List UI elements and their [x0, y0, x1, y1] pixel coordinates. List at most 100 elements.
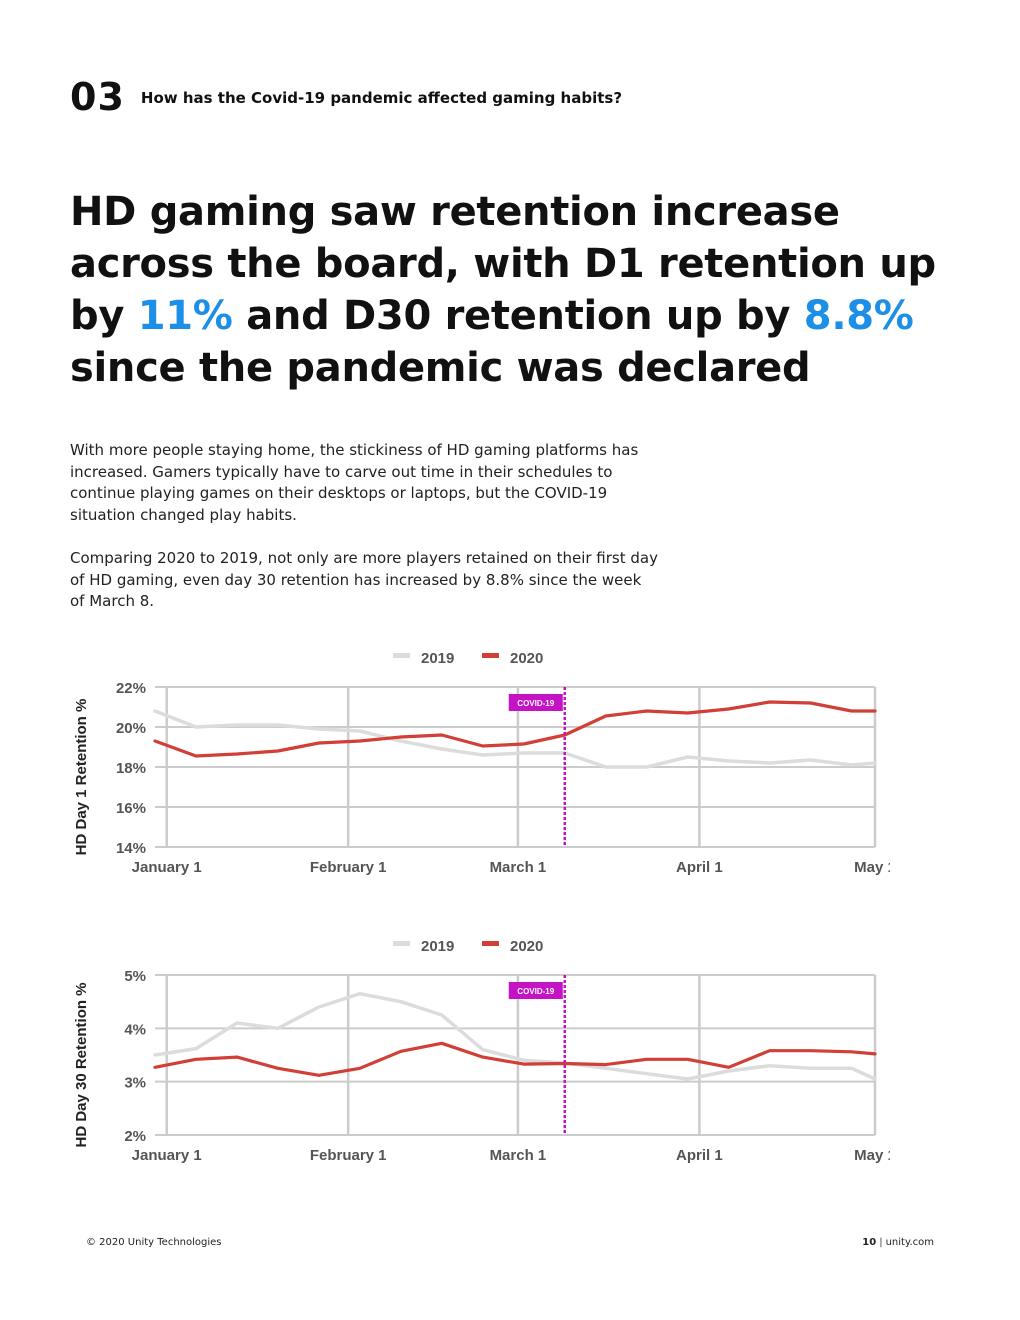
chart2-point-2020 [645, 1058, 648, 1061]
headline-part3: since the pandemic was declared [70, 345, 811, 391]
chart1-point-2019 [850, 764, 853, 766]
chart1-y-tick-label: 18% [116, 760, 146, 777]
chart1-point-2019 [277, 724, 279, 726]
chart1-point-2020 [359, 740, 361, 742]
chart1-y-axis-label: HD Day 1 Retention % [73, 699, 90, 856]
chart1-y-tick-label: 14% [116, 840, 146, 857]
chart1-y-tick-label: 20% [116, 720, 146, 737]
chart2-legend: 2019 2020 [393, 938, 543, 955]
chart2-point-2020 [604, 1063, 607, 1066]
chart1-series-line-2019 [153, 709, 877, 769]
chart2-point-2019 [195, 1047, 197, 1050]
footer-separator: | [879, 1237, 883, 1248]
chart1-point-2019 [400, 740, 402, 742]
chart2-point-2019 [874, 1078, 876, 1080]
chart2-point-2020 [874, 1053, 876, 1055]
headline-accent-d1: 11% [137, 293, 233, 339]
chart1-point-2020 [874, 710, 876, 712]
chart2-point-2020 [441, 1042, 443, 1045]
section-header: 03 How has the Covid-19 pandemic affecte… [70, 72, 622, 122]
chart1-legend: 2019 2020 [393, 650, 543, 667]
chart1-covid-marker-label: COVID-19 [517, 699, 554, 708]
chart-day1-retention: 2019 2020 14% 16% 18% 20% 22% January 1 February… [60, 640, 890, 885]
chart-day1-svg: 2019 2020 14% 16% 18% 20% 22% January 1 February… [73, 650, 890, 876]
chart1-y-tick-label: 16% [116, 800, 146, 817]
chart2-point-2019 [523, 1059, 525, 1062]
headline: HD gaming saw retention increase across … [70, 186, 950, 394]
chart1-legend-label-2020: 2020 [510, 650, 543, 667]
headline-accent-d30: 8.8% [803, 293, 914, 339]
chart2-point-2019 [727, 1070, 730, 1072]
chart1-legend-label-2019: 2019 [421, 650, 454, 667]
chart1-point-2019 [318, 728, 320, 730]
chart1-point-2019 [809, 759, 812, 761]
chart1-point-2020 [400, 736, 402, 738]
chart1-point-2019 [359, 730, 361, 732]
chart2-x-tick-label: May 1 [854, 1147, 890, 1164]
chart1-point-2020 [277, 750, 279, 752]
chart2-point-2020 [850, 1051, 853, 1053]
chart2-point-2020 [195, 1058, 197, 1061]
chart1-point-2019 [768, 762, 771, 764]
chart1-point-2020 [850, 710, 853, 712]
chart2-point-2020 [727, 1066, 730, 1069]
chart1-point-2020 [809, 702, 812, 704]
chart1-point-2020 [236, 753, 238, 755]
chart2-point-2020 [686, 1058, 689, 1061]
chart2-x-tick-label: January 1 [132, 1147, 202, 1164]
chart2-x-tick-label: April 1 [676, 1147, 723, 1164]
footer-right: 10 | unity.com [862, 1237, 934, 1248]
chart1-point-2019 [523, 752, 525, 754]
chart2-x-tick-label: February 1 [310, 1147, 387, 1164]
section-title: How has the Covid-19 pandemic affected g… [140, 89, 623, 107]
chart2-covid-marker-badge [508, 982, 563, 999]
chart1-point-2019 [604, 766, 607, 768]
footer-copyright: © 2020 Unity Technologies [86, 1237, 222, 1248]
chart1-point-2019 [645, 766, 648, 768]
chart1-x-tick-label: April 1 [676, 859, 723, 876]
chart1-point-2019 [874, 762, 876, 764]
chart1-point-2020 [154, 740, 156, 742]
chart1-x-tick-label: February 1 [310, 859, 387, 876]
chart1-point-2020 [686, 712, 689, 714]
chart2-legend-label-2020: 2020 [510, 938, 543, 955]
chart1-point-2019 [154, 710, 156, 712]
chart-day30-retention: 2019 2020 2% 3% 4% 5% January 1 February 1 March… [60, 928, 890, 1173]
chart2-y-tick-label: 2% [124, 1128, 146, 1145]
chart2-point-2019 [686, 1078, 689, 1080]
footer-site-link[interactable]: unity.com [885, 1237, 934, 1248]
chart2-point-2019 [482, 1048, 484, 1051]
chart1-y-tick-label: 22% [116, 680, 146, 697]
chart1-point-2020 [441, 734, 443, 736]
chart1-point-2020 [604, 715, 607, 717]
chart2-y-tick-label: 5% [124, 968, 146, 985]
chart1-point-2020 [523, 743, 525, 745]
chart2-point-2020 [318, 1074, 320, 1077]
chart1-point-2019 [236, 724, 238, 726]
chart2-series-line-2019 [153, 991, 877, 1081]
chart2-point-2020 [359, 1067, 361, 1070]
body-paragraph-1: With more people staying home, the stick… [70, 441, 639, 524]
chart1-legend-swatch-2019 [393, 653, 410, 658]
chart2-point-2019 [154, 1054, 156, 1056]
chart2-point-2019 [318, 1006, 320, 1008]
headline-part1: HD gaming saw retention increase across … [70, 189, 936, 339]
body-text: With more people staying home, the stick… [70, 440, 660, 635]
chart2-point-2020 [768, 1049, 771, 1052]
chart2-point-2019 [236, 1022, 238, 1024]
chart2-point-2020 [236, 1056, 238, 1058]
chart2-x-tick-label: March 1 [490, 1147, 547, 1164]
chart1-point-2019 [195, 726, 197, 728]
chart1-point-2020 [195, 755, 197, 757]
chart2-covid-marker-label: COVID-19 [517, 987, 554, 996]
chart1-point-2019 [686, 756, 689, 758]
headline-part2: and D30 retention up by [232, 293, 804, 339]
chart2-y-tick-label: 3% [124, 1075, 146, 1092]
chart1-legend-swatch-2020 [482, 653, 499, 658]
chart2-point-2020 [564, 1062, 566, 1065]
chart2-point-2020 [523, 1063, 525, 1065]
chart2-legend-swatch-2019 [393, 941, 410, 946]
chart2-point-2019 [768, 1064, 771, 1067]
chart2-y-axis-label: HD Day 30 Retention % [73, 982, 90, 1147]
page-number: 10 [862, 1237, 877, 1248]
